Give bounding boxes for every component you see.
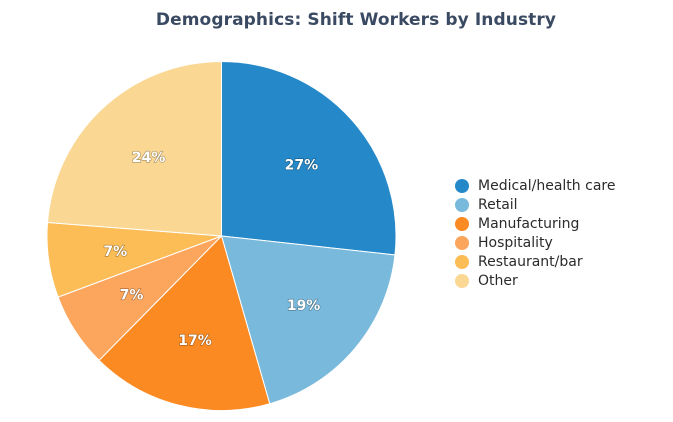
pie-slice-manufacturing [98, 235, 271, 411]
legend-swatch [455, 216, 469, 231]
legend-label: Hospitality [478, 234, 553, 251]
legend-swatch [455, 273, 469, 288]
chart-legend: Medical/health care Retail Manufacturing Ho… [455, 176, 615, 290]
legend-swatch [455, 178, 469, 193]
legend-label: Restaurant/bar [478, 253, 583, 270]
legend-item[interactable]: Other [455, 271, 615, 290]
pie-slices [46, 60, 397, 411]
legend-item[interactable]: Hospitality [455, 233, 615, 252]
legend-item[interactable]: Restaurant/bar [455, 252, 615, 271]
pie-slice-other [46, 60, 222, 237]
legend-item[interactable]: Medical/health care [455, 176, 615, 195]
legend-item[interactable]: Manufacturing [455, 214, 615, 233]
legend-label: Other [478, 272, 518, 289]
slice-value-label: 27% [285, 157, 319, 173]
slice-value-label: 19% [287, 298, 321, 314]
legend-swatch [455, 254, 469, 269]
legend-label: Manufacturing [478, 215, 580, 232]
slice-value-label: 24% [132, 150, 166, 166]
slice-value-label: 17% [178, 333, 212, 349]
legend-swatch [455, 197, 469, 212]
pie-slice-retail [220, 235, 396, 405]
pie-slice-medical-health-care [221, 60, 397, 256]
chart-title: Demographics: Shift Workers by Industry [155, 10, 557, 30]
legend-label: Retail [478, 196, 518, 213]
legend-swatch [455, 235, 469, 250]
legend-label: Medical/health care [478, 177, 616, 194]
legend-item[interactable]: Retail [455, 195, 615, 214]
pie-slice-labels: 27% 19% 17% 7% 7% 24% [103, 150, 321, 350]
slice-value-label: 7% [103, 244, 127, 260]
slice-value-label: 7% [120, 287, 144, 303]
